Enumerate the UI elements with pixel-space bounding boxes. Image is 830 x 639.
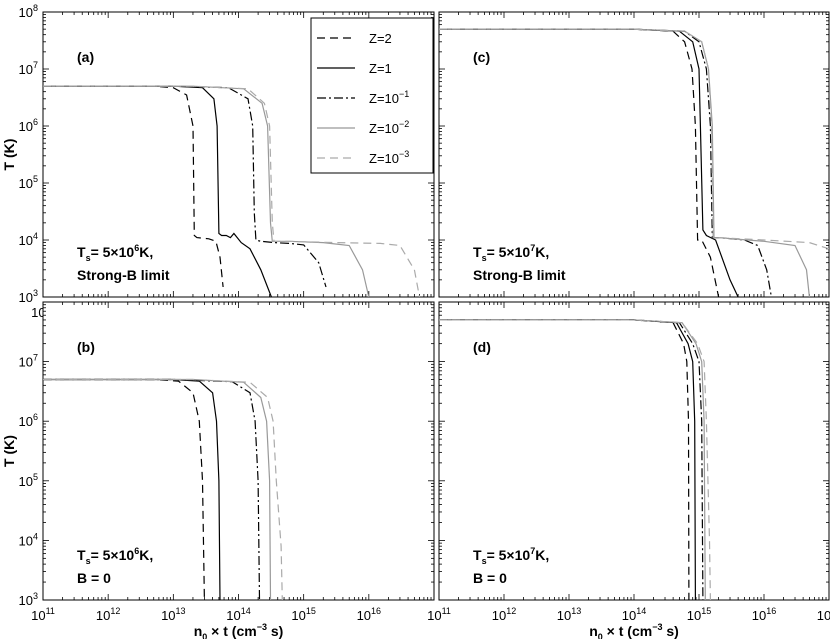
legend-box: [310, 17, 434, 174]
y-tick-label: 106: [19, 412, 38, 429]
y-tick-label: 104: [19, 531, 38, 548]
y-tick-label: 104: [19, 231, 38, 248]
panel-d-frame: [438, 301, 830, 601]
y-tick-label: 105: [19, 472, 38, 489]
panel-b: 103 104 105 106 107 1011 1012 1013 1014 1015 1016 T…: [1, 301, 435, 639]
panel-a-label: (a): [77, 49, 94, 65]
panel-a-series: [43, 85, 421, 297]
panel-b-label: (b): [77, 339, 95, 355]
legend-label: Z=10−3: [369, 149, 409, 166]
series-line-z-1: [43, 85, 272, 297]
series-line-z-10-1: [43, 85, 327, 288]
panel-a-condition: Strong-B limit: [77, 267, 170, 283]
panel-c-series: [439, 28, 829, 297]
series-line-z-10-3: [43, 378, 283, 600]
series-line-z-10-1: [439, 28, 772, 297]
panel-d-ts-annotation: Ts= 5×107K,: [473, 546, 549, 566]
panel-c-ts-annotation: Ts= 5×107K,: [473, 243, 549, 263]
series-line-z-10-3: [439, 319, 711, 600]
panel-d: 1011 1012 1013 1014 1015 1016 1017 n0 × t (cm−3…: [427, 301, 830, 639]
series-line-z-10-3: [439, 28, 829, 250]
x-tick-label: 1014: [622, 606, 646, 623]
panel-c-frame: [438, 11, 830, 298]
series-line-z-2: [43, 85, 224, 288]
legend-label: Z=1: [369, 61, 392, 76]
x-tick-label: 1011: [31, 606, 55, 623]
y-tick-label: 107: [19, 353, 38, 370]
x-tick-label: 1013: [557, 606, 581, 623]
panel-d-label: (d): [473, 339, 491, 355]
panel-d-condition: B = 0: [473, 570, 507, 586]
y-tick-label: 103: [19, 591, 38, 608]
series-line-z-10-1: [43, 378, 261, 600]
panel-b-frame: [42, 301, 435, 601]
panel-b-condition: B = 0: [77, 570, 111, 586]
y-tick-label: 107: [19, 60, 38, 77]
x-tick-label: 1016: [752, 606, 776, 623]
legend-label: Z=2: [369, 31, 392, 46]
x-tick-label: 1017: [817, 606, 830, 623]
panel-a: 1031041051061071081011101210131014101510…: [1, 3, 435, 320]
legend-label: Z=10−1: [369, 89, 409, 106]
y-tick-label: 105: [19, 174, 38, 191]
x-tick-label: 1013: [161, 606, 185, 623]
panel-c: (c) Ts= 5×107K, Strong-B limit: [438, 11, 830, 298]
panel-b-ts-annotation: Ts= 5×106K,: [77, 546, 153, 566]
panel-c-ticks: [438, 11, 830, 298]
x-tick-label: 1015: [291, 606, 315, 623]
x-tick-label: 1014: [226, 606, 250, 623]
x-tick-label: 1016: [357, 606, 381, 623]
panel-a-ylabel: T (K): [1, 139, 17, 171]
panel-a-ts-annotation: Ts= 5×106K,: [77, 243, 153, 263]
x-tick-label: 1011: [427, 606, 451, 623]
x-tick-label: 1012: [492, 606, 516, 623]
panel-c-label: (c): [473, 49, 490, 65]
series-line-z-10-2: [43, 85, 370, 297]
panel-b-ylabel: T (K): [1, 435, 17, 467]
y-tick-label: 108: [19, 3, 38, 20]
y-tick-label: 106: [19, 117, 38, 134]
legend: Z=2 Z=1 Z=10−1 Z=10−2 Z=10−3: [310, 17, 434, 174]
series-line-z-10-3: [43, 85, 421, 297]
x-tick-label: 1012: [96, 606, 120, 623]
panel-d-series: [439, 319, 711, 600]
x-tick-label: 1015: [687, 606, 711, 623]
panel-b-ticks: [42, 301, 435, 601]
panel-b-series: [43, 378, 283, 600]
panel-c-condition: Strong-B limit: [473, 267, 566, 283]
panel-d-ticks: [438, 301, 830, 601]
panel-b-xlabel: n0 × t (cm−3 s): [194, 622, 284, 639]
y-tick-label: 103: [19, 288, 38, 305]
panel-d-xlabel: n0 × t (cm−3 s): [589, 622, 679, 639]
legend-label: Z=10−2: [369, 119, 409, 136]
